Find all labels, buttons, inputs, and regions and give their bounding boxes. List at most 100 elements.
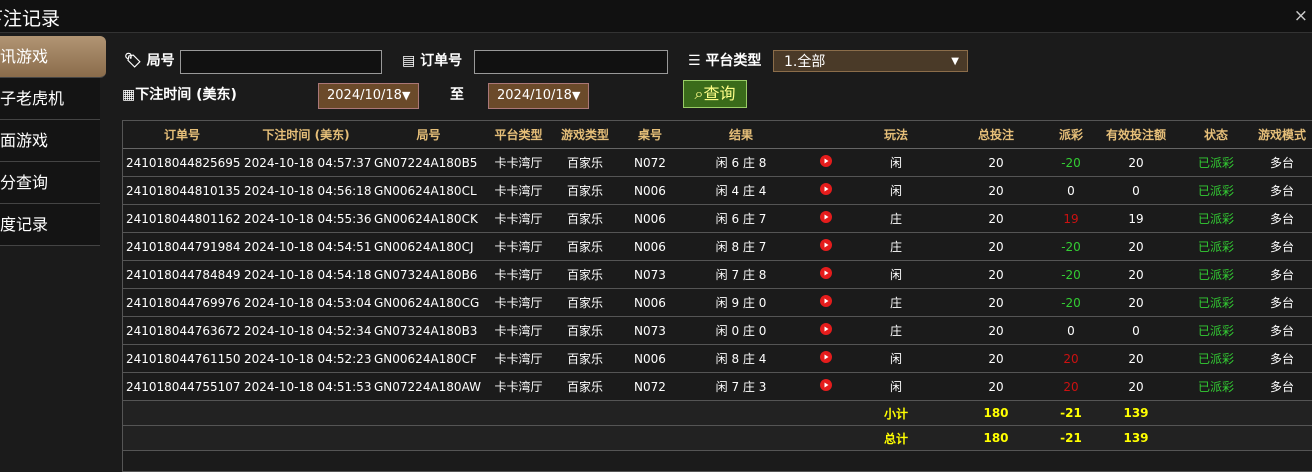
cell: 20: [941, 204, 1051, 233]
sidebar-item[interactable]: 电子老虎机: [0, 78, 100, 120]
table-row: 241018044801162 2024-10-18 04:55:36 GN0062…: [123, 204, 1312, 233]
cell: 241018044810135: [123, 176, 241, 205]
cell: 19: [1091, 204, 1181, 233]
cell: 0: [1051, 176, 1091, 205]
cell: 20: [941, 288, 1051, 317]
cell: 0: [1051, 316, 1091, 345]
cell: [801, 232, 851, 261]
cell: 多台: [1251, 232, 1312, 261]
cell: [551, 400, 619, 426]
cell: 20: [941, 232, 1051, 261]
cell: N006: [619, 204, 681, 233]
cell: 多台: [1251, 316, 1312, 345]
cell: [371, 400, 486, 426]
cell: GN00624A180CJ: [371, 232, 486, 261]
cell: GN00624A180CG: [371, 288, 486, 317]
cell: [801, 344, 851, 373]
search-button[interactable]: ⌕查询: [683, 80, 747, 108]
cell: 241018044763672: [123, 316, 241, 345]
cell: [486, 425, 551, 451]
cell: N006: [619, 288, 681, 317]
cell: [801, 425, 851, 451]
column-header: 平台类型: [486, 121, 551, 149]
cell: [681, 400, 801, 426]
cell: GN07324A180B6: [371, 260, 486, 289]
cell: 百家乐: [551, 176, 619, 205]
order-input[interactable]: [474, 50, 668, 74]
cell: [801, 148, 851, 177]
column-header: 玩法: [851, 121, 941, 149]
cell: 2024-10-18 04:53:04: [241, 288, 371, 317]
cell: [801, 260, 851, 289]
play-icon[interactable]: [820, 323, 832, 335]
summary-cell: 总计: [851, 425, 941, 451]
column-header: 状态: [1181, 121, 1251, 149]
play-icon[interactable]: [820, 239, 832, 251]
cell: 闲 8 庄 4: [681, 344, 801, 373]
table-row: 241018044761150 2024-10-18 04:52:23 GN0062…: [123, 344, 1312, 373]
cell: 卡卡湾厅: [486, 344, 551, 373]
label: 下注时间 (美东): [135, 87, 237, 103]
play-icon[interactable]: [820, 379, 832, 391]
cell: 2024-10-18 04:51:53: [241, 372, 371, 401]
play-icon[interactable]: [820, 267, 832, 279]
play-icon[interactable]: [820, 211, 832, 223]
summary-cell: -21: [1051, 400, 1091, 426]
summary-cell: 139: [1091, 400, 1181, 426]
cell: 已派彩: [1181, 288, 1251, 317]
cell: 19: [1051, 204, 1091, 233]
platform-label: ☰ 平台类型: [688, 53, 762, 69]
cell: 百家乐: [551, 232, 619, 261]
cell: 闲 0 庄 0: [681, 316, 801, 345]
cell: N006: [619, 176, 681, 205]
column-header: 订单号: [123, 121, 241, 149]
sidebar-item[interactable]: 桌面游戏: [0, 120, 100, 162]
column-header: 桌号: [619, 121, 681, 149]
column-header: 结果: [681, 121, 801, 149]
summary-cell: 小计: [851, 400, 941, 426]
platform-select[interactable]: 1.全部 ▼: [773, 50, 968, 72]
cell: GN07224A180AW: [371, 372, 486, 401]
play-icon[interactable]: [820, 295, 832, 307]
sidebar-item[interactable]: 积分查询: [0, 162, 100, 204]
cell: 20: [941, 344, 1051, 373]
close-button[interactable]: ×: [1293, 6, 1308, 26]
select-value: 1.全部: [784, 54, 826, 70]
start-date[interactable]: 2024/10/18: [318, 83, 420, 109]
cell: 241018044791984: [123, 232, 241, 261]
cell: [681, 425, 801, 451]
cell: 20: [941, 176, 1051, 205]
play-icon[interactable]: [820, 183, 832, 195]
table-body: 241018044825695 2024-10-18 04:57:37 GN0722…: [123, 148, 1312, 451]
cell: 20: [941, 260, 1051, 289]
label: 查询: [703, 84, 736, 103]
play-icon[interactable]: [820, 155, 832, 167]
cell: 百家乐: [551, 204, 619, 233]
cell: 百家乐: [551, 344, 619, 373]
header-row: 订单号 下注时间 (美东) 局号 平台类型 游戏类型 桌号 结果 玩法 总投注 派彩 有效投注额 状态…: [123, 121, 1312, 149]
cell: 闲: [851, 372, 941, 401]
to-label: 至: [450, 87, 464, 103]
cell: -20: [1051, 148, 1091, 177]
cell: 百家乐: [551, 372, 619, 401]
round-input[interactable]: [180, 50, 382, 74]
cell: 20: [1091, 344, 1181, 373]
cell: 多台: [1251, 176, 1312, 205]
label: 平台类型: [705, 53, 762, 69]
play-icon[interactable]: [820, 351, 832, 363]
cell: GN00624A180CL: [371, 176, 486, 205]
cell: 20: [941, 316, 1051, 345]
cell: 闲: [851, 260, 941, 289]
cell: 庄: [851, 316, 941, 345]
cell: 闲: [851, 176, 941, 205]
summary-row: 小计 180 -21 139: [123, 400, 1312, 426]
cell: 闲 6 庄 8: [681, 148, 801, 177]
sidebar-item[interactable]: 额度记录: [0, 204, 100, 246]
end-date[interactable]: 2024/10/18: [488, 83, 590, 109]
cell: [801, 316, 851, 345]
cell: 20: [941, 148, 1051, 177]
sidebar-item[interactable]: 视讯游戏: [0, 36, 106, 78]
cell: [1181, 425, 1251, 451]
cell: 241018044825695: [123, 148, 241, 177]
